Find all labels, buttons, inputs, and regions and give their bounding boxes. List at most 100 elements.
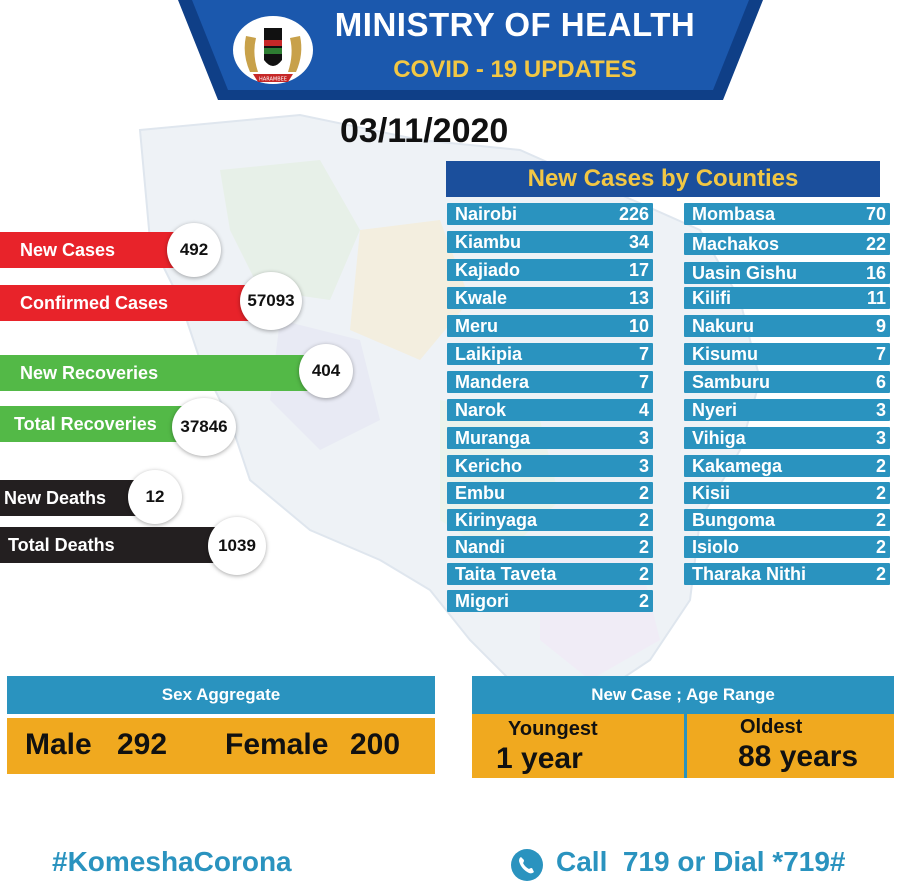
stat-value: 12 xyxy=(128,470,182,524)
county-name: Nandi xyxy=(455,536,506,557)
county-name: Isiolo xyxy=(692,536,740,557)
youngest-value: 1 year xyxy=(496,742,583,775)
county-row: Kajiado 17 xyxy=(447,259,653,281)
county-cases: 16 xyxy=(865,262,886,283)
male-value: 292 xyxy=(117,728,168,761)
county-row: Machakos 22 xyxy=(684,233,890,255)
county-row: Laikipia 7 xyxy=(447,343,653,365)
svg-text:HARAMBEE: HARAMBEE xyxy=(259,77,287,83)
county-name: Mombasa xyxy=(692,203,776,224)
county-cases: 7 xyxy=(875,343,886,364)
county-row: Kwale 13 xyxy=(447,287,653,309)
county-name: Machakos xyxy=(692,233,780,254)
county-row: Mandera 7 xyxy=(447,371,653,393)
county-name: Mandera xyxy=(455,371,530,392)
county-cases: 2 xyxy=(638,563,649,584)
hotline-text: Call 719 or Dial *719# xyxy=(556,846,846,877)
county-cases: 2 xyxy=(638,590,649,611)
stat-total-recoveries: Total Recoveries xyxy=(0,406,200,442)
county-name: Kwale xyxy=(455,287,508,308)
sex-aggregate-title: Sex Aggregate xyxy=(7,676,435,714)
county-name: Bungoma xyxy=(692,509,775,530)
stat-value: 1039 xyxy=(208,517,266,575)
county-row: Kisii 2 xyxy=(684,482,890,504)
county-cases: 9 xyxy=(875,315,886,336)
county-row: Narok 4 xyxy=(447,399,653,421)
county-row: Kirinyaga 2 xyxy=(447,509,653,531)
county-cases: 10 xyxy=(628,315,649,336)
county-name: Migori xyxy=(455,590,509,611)
county-cases: 4 xyxy=(638,399,649,420)
age-range-title: New Case ; Age Range xyxy=(472,676,894,714)
county-name: Laikipia xyxy=(455,343,523,364)
county-name: Uasin Gishu xyxy=(692,262,798,283)
county-row: Kilifi 11 xyxy=(684,287,890,309)
county-cases: 22 xyxy=(865,233,886,254)
county-cases: 3 xyxy=(638,455,649,476)
county-cases: 11 xyxy=(866,287,886,308)
county-cases: 226 xyxy=(618,203,649,224)
county-cases: 2 xyxy=(875,509,886,530)
county-name: Muranga xyxy=(455,427,531,448)
county-cases: 6 xyxy=(875,371,886,392)
county-row: Uasin Gishu 16 xyxy=(684,262,890,284)
stat-confirmed-cases: Confirmed Cases xyxy=(0,285,262,321)
county-name: Nyeri xyxy=(692,399,738,420)
county-row: Taita Taveta 2 xyxy=(447,563,653,585)
county-name: Vihiga xyxy=(692,427,746,448)
stat-label: New Recoveries xyxy=(20,362,159,383)
county-row: Mombasa 70 xyxy=(684,203,890,225)
age-divider xyxy=(684,714,687,778)
county-name: Nairobi xyxy=(455,203,518,224)
county-name: Taita Taveta xyxy=(455,563,557,584)
male-label: Male xyxy=(25,728,92,761)
stat-value: 492 xyxy=(167,223,221,277)
female-value: 200 xyxy=(350,728,401,761)
youngest-label: Youngest xyxy=(508,718,598,740)
county-cases: 2 xyxy=(638,482,649,503)
oldest-label: Oldest xyxy=(740,716,803,738)
county-cases: 2 xyxy=(638,509,649,530)
county-cases: 34 xyxy=(628,231,649,252)
county-name: Embu xyxy=(455,482,506,503)
stat-value: 404 xyxy=(299,344,353,398)
county-row: Nyeri 3 xyxy=(684,399,890,421)
stat-total-deaths: Total Deaths xyxy=(0,527,232,563)
county-row: Kericho 3 xyxy=(447,455,653,477)
stat-label: New Cases xyxy=(20,239,116,260)
stat-value: 37846 xyxy=(172,398,236,456)
county-row: Muranga 3 xyxy=(447,427,653,449)
header-title: MINISTRY OF HEALTH xyxy=(334,6,696,43)
report-date: 03/11/2020 xyxy=(340,112,509,150)
county-name: Kisumu xyxy=(692,343,759,364)
county-name: Nakuru xyxy=(692,315,755,336)
county-row: Bungoma 2 xyxy=(684,509,890,531)
county-cases: 2 xyxy=(875,482,886,503)
county-row: Meru 10 xyxy=(447,315,653,337)
county-name: Kilifi xyxy=(692,287,731,308)
county-row: Kakamega 2 xyxy=(684,455,890,477)
county-row: Isiolo 2 xyxy=(684,536,890,558)
county-cases: 2 xyxy=(875,455,886,476)
county-row: Tharaka Nithi 2 xyxy=(684,563,890,585)
county-name: Kakamega xyxy=(692,455,783,476)
county-cases: 2 xyxy=(875,536,886,557)
kenya-coat-of-arms-icon: HARAMBEE xyxy=(233,16,313,84)
county-row: Samburu 6 xyxy=(684,371,890,393)
stat-new-cases: New Cases xyxy=(0,232,190,268)
county-row: Nandi 2 xyxy=(447,536,653,558)
county-name: Narok xyxy=(455,399,507,420)
county-name: Kirinyaga xyxy=(455,509,538,530)
county-cases: 7 xyxy=(638,343,649,364)
county-name: Meru xyxy=(455,315,499,336)
county-name: Samburu xyxy=(692,371,771,392)
county-row: Kiambu 34 xyxy=(447,231,653,253)
county-name: Tharaka Nithi xyxy=(692,563,807,584)
county-row: Migori 2 xyxy=(447,590,653,612)
county-row: Nairobi 226 xyxy=(447,203,653,225)
sex-aggregate-body: Male 292 Female 200 xyxy=(7,718,435,774)
stat-label: Total Recoveries xyxy=(14,413,157,434)
county-row: Kisumu 7 xyxy=(684,343,890,365)
oldest-value: 88 years xyxy=(738,740,859,773)
